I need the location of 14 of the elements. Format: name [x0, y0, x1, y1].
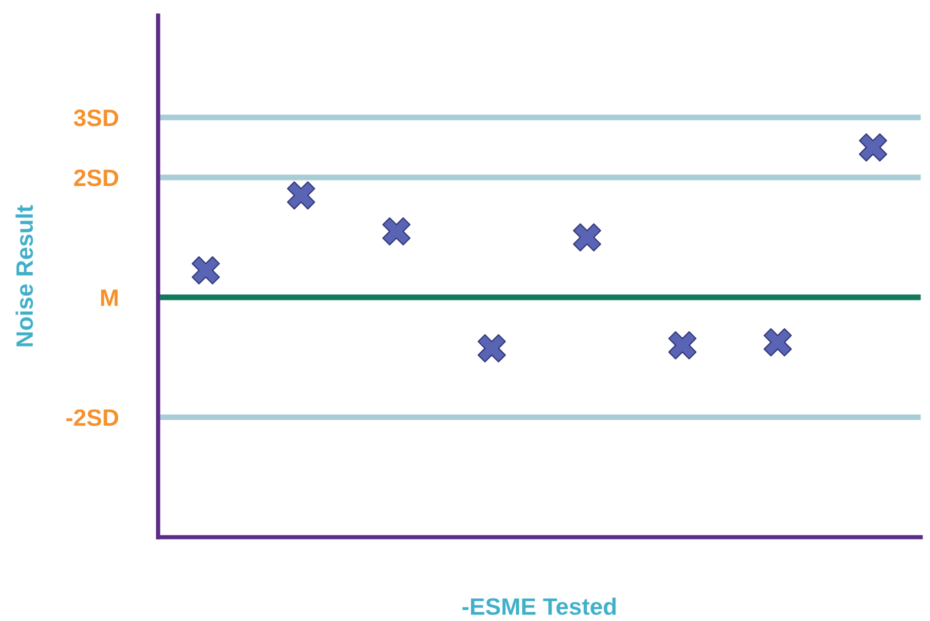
y-tick-label: 2SD [74, 169, 118, 186]
y-axis-title: Noise Result [16, 205, 33, 346]
y-tick-label: M [101, 290, 118, 306]
point [382, 217, 411, 246]
point [192, 256, 220, 284]
point [478, 334, 506, 362]
point [858, 133, 888, 162]
point [668, 331, 696, 360]
y-tick-label: 3SD [74, 110, 118, 126]
point [764, 328, 792, 356]
x-axis-title: -ESME Tested [462, 598, 616, 615]
y-tick-label: -2SD [66, 409, 118, 426]
point [286, 181, 316, 210]
point [572, 223, 602, 252]
